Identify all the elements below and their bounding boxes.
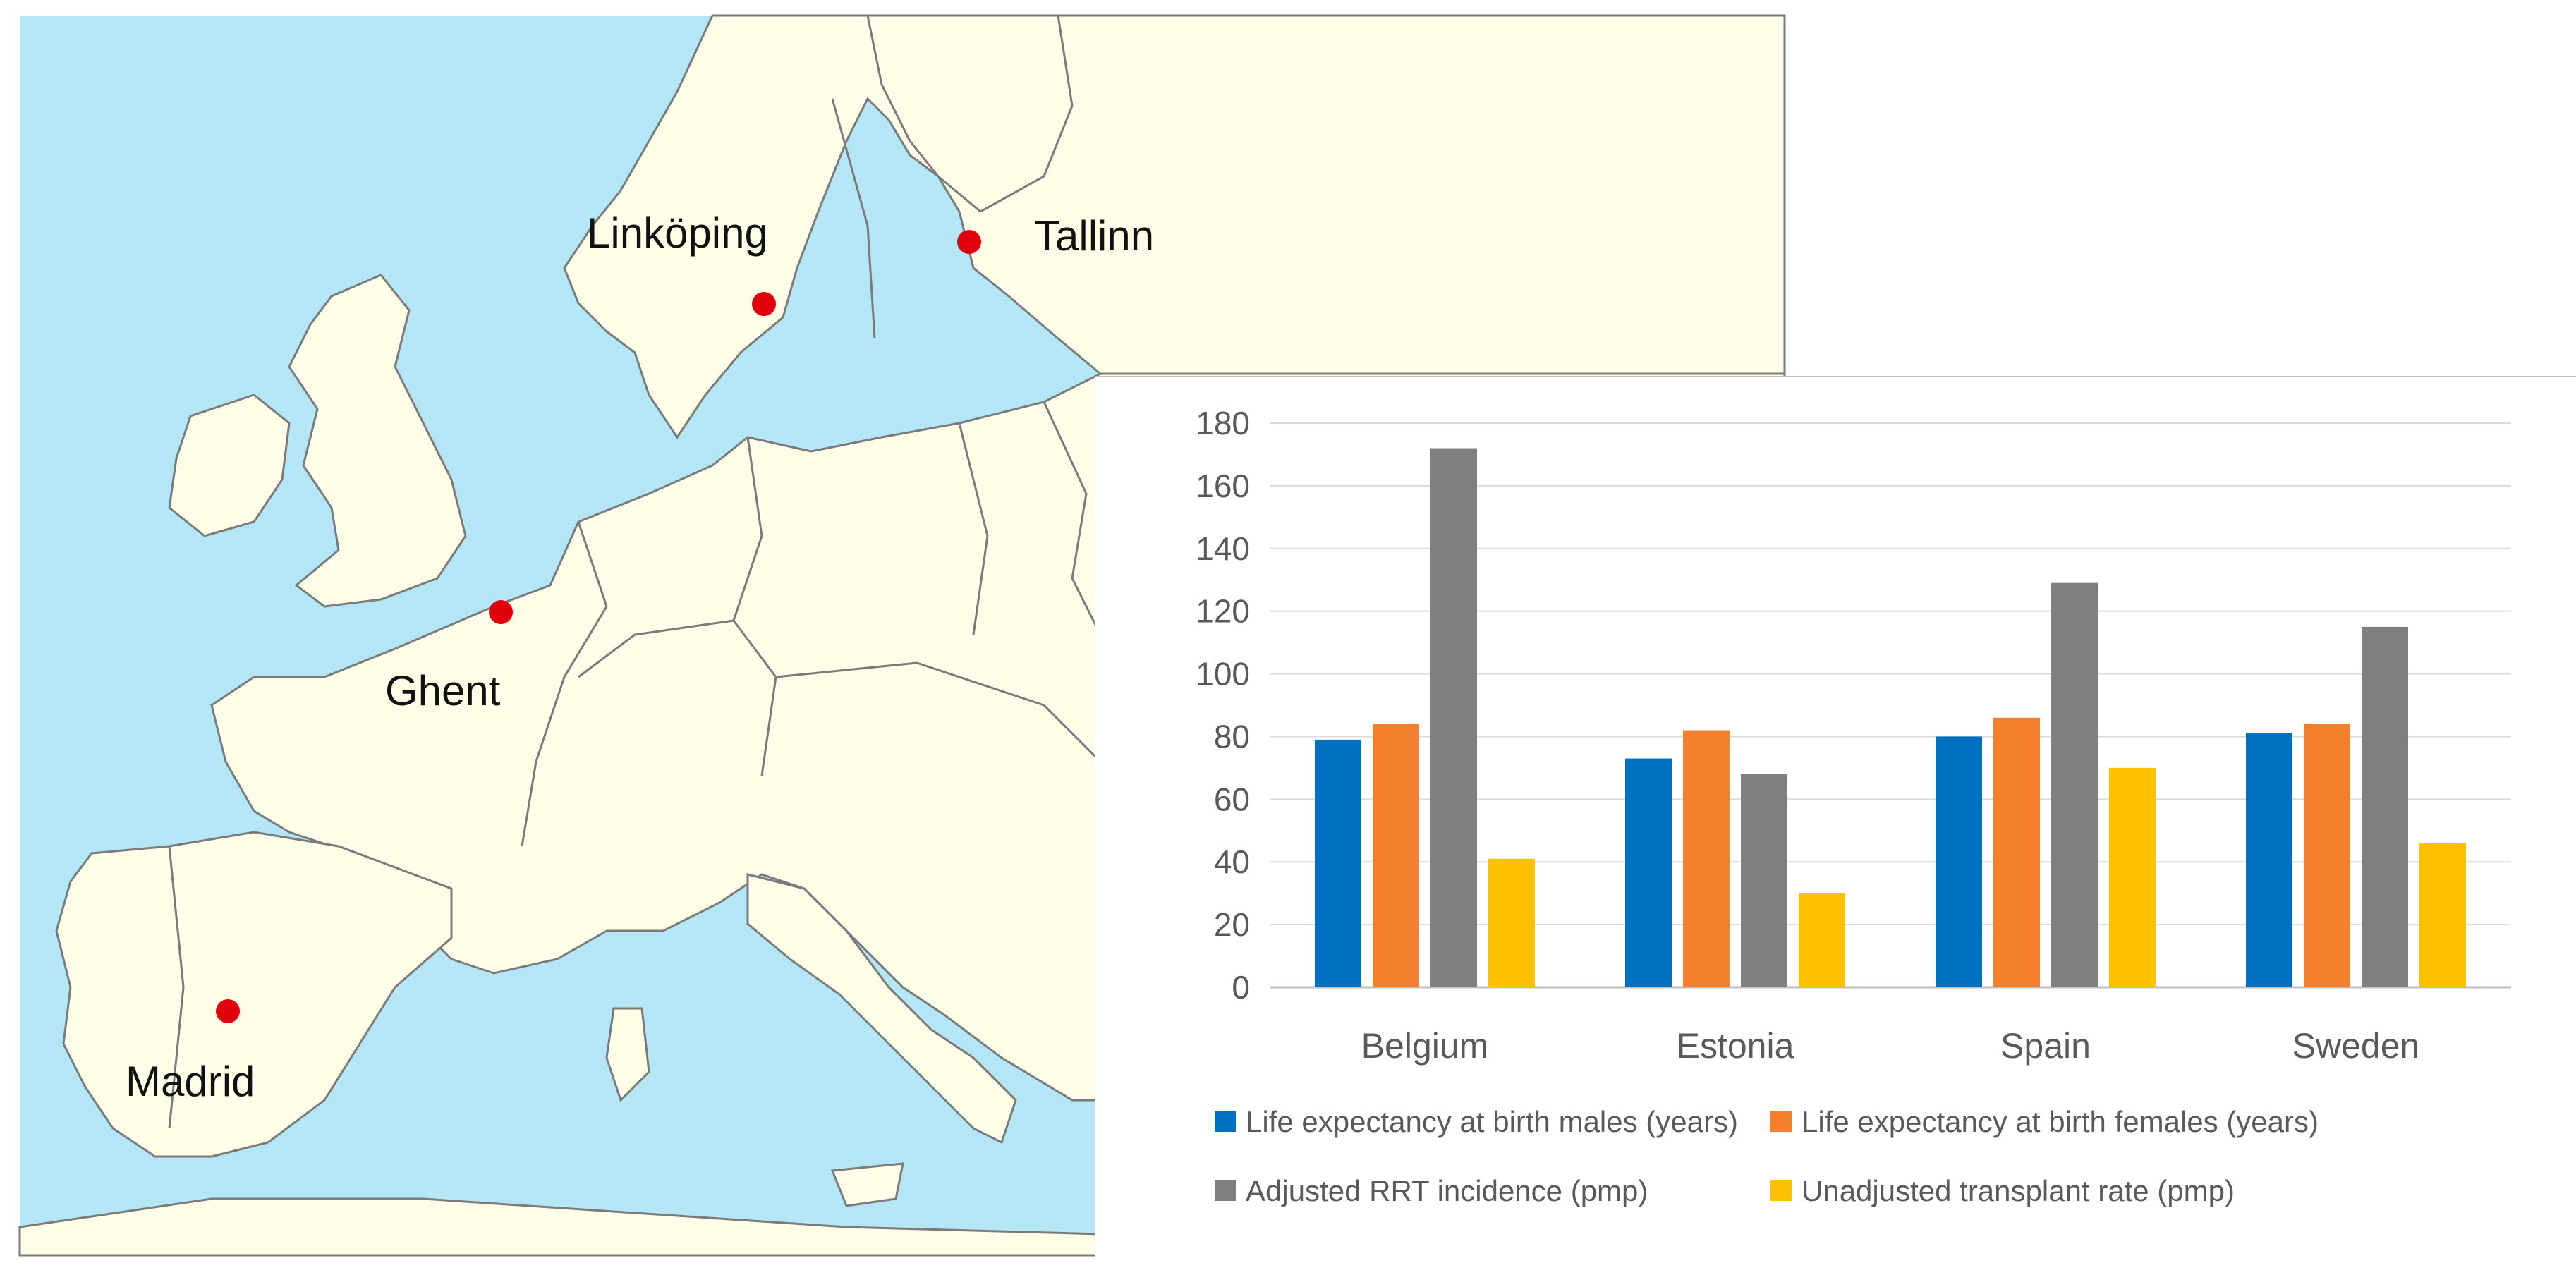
bar <box>1488 858 1535 987</box>
y-tick-label: 180 <box>1196 405 1250 441</box>
bar <box>1430 448 1477 987</box>
bar <box>1799 893 1845 987</box>
city-marker-ghent <box>489 600 513 624</box>
land-north-africa <box>18 1197 1102 1257</box>
y-tick-label: 40 <box>1214 843 1250 880</box>
bar <box>2304 724 2350 987</box>
border-line <box>775 661 1102 763</box>
bar <box>2419 843 2466 987</box>
y-tick-label: 60 <box>1214 781 1250 817</box>
land-iberia <box>55 831 453 1158</box>
x-label-layer: Belgium Estonia Spain Sweden <box>1361 1026 2420 1066</box>
y-tick-label: 0 <box>1232 969 1250 1006</box>
bar <box>2051 582 2098 987</box>
y-tick-label: 120 <box>1196 593 1250 630</box>
y-tick-label: 100 <box>1196 656 1250 693</box>
y-tick-label: 80 <box>1214 718 1250 755</box>
land-ireland <box>168 394 291 537</box>
y-tick-label: 160 <box>1196 468 1250 504</box>
land-sicily <box>830 1162 904 1207</box>
legend-swatch <box>1770 1111 1792 1132</box>
border-line <box>168 846 185 1129</box>
border-line <box>1043 401 1102 635</box>
bar <box>1936 736 1982 987</box>
map-borders <box>168 98 1102 1129</box>
land-italy <box>746 873 1017 1145</box>
bar <box>2362 626 2408 987</box>
legend-swatch <box>1215 1111 1236 1132</box>
land-finland <box>866 14 1074 213</box>
border-line <box>831 98 876 339</box>
city-label-linkoping: Linköping <box>587 209 768 257</box>
x-category-label: Spain <box>2000 1026 2091 1066</box>
bar <box>2246 733 2292 987</box>
x-category-label: Estonia <box>1677 1026 1794 1066</box>
x-category-label: Sweden <box>2292 1026 2420 1066</box>
city-label-ghent: Ghent <box>385 667 501 714</box>
border-line <box>578 619 734 678</box>
city-label-madrid: Madrid <box>126 1058 255 1105</box>
x-category-label: Belgium <box>1361 1026 1489 1066</box>
legend-label: Adjusted RRT incidence (pmp) <box>1246 1174 1648 1207</box>
city-marker-tallinn <box>957 230 981 254</box>
border-line <box>521 521 608 847</box>
bar <box>1625 758 1672 987</box>
bar <box>1741 774 1787 987</box>
bar <box>1683 730 1730 987</box>
legend-label: Unadjusted transplant rate (pmp) <box>1802 1174 2235 1207</box>
bar <box>1315 739 1361 987</box>
legend-label: Life expectancy at birth males (years) <box>1246 1105 1738 1138</box>
bar <box>1993 717 2040 987</box>
city-marker-madrid <box>216 999 240 1023</box>
y-tick-label: 140 <box>1196 530 1250 567</box>
legend-label: Life expectancy at birth females (years) <box>1802 1105 2319 1138</box>
y-tick-label: 20 <box>1214 906 1250 943</box>
land-sardinia <box>605 1007 650 1102</box>
land-scandinavia <box>563 14 1786 439</box>
bar-layer <box>1315 448 2466 987</box>
city-label-tallinn: Tallinn <box>1034 212 1154 260</box>
border-line <box>958 422 989 635</box>
y-tick-layer: 0 20 40 60 80 100 120 140 160 180 <box>1196 405 1250 1006</box>
bar <box>2109 767 2156 987</box>
city-marker-linkoping <box>752 292 776 316</box>
bar <box>1373 724 1419 987</box>
legend: Life expectancy at birth males (years) Li… <box>1215 1105 2319 1207</box>
legend-swatch <box>1770 1180 1792 1201</box>
land-great-britain <box>288 274 467 608</box>
legend-swatch <box>1215 1180 1236 1201</box>
